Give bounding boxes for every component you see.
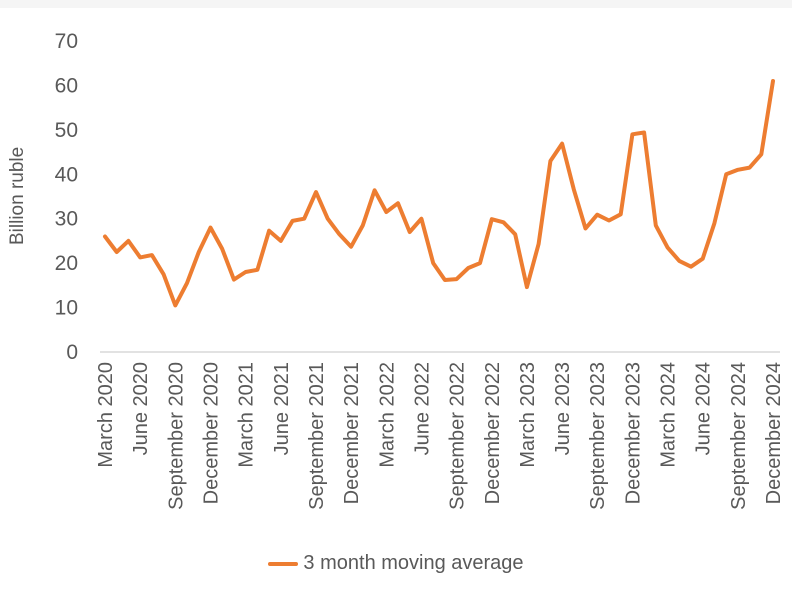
legend-line-swatch	[268, 561, 299, 566]
x-tick-label: December 2020	[200, 362, 222, 504]
y-tick-label: 0	[66, 341, 78, 364]
y-tick-label: 20	[55, 252, 78, 275]
x-tick-label: September 2023	[587, 362, 609, 510]
legend: 3 month moving average	[0, 552, 792, 575]
y-tick-label: 30	[55, 208, 78, 231]
y-tick-label: 40	[55, 163, 78, 186]
x-tick-label: March 2023	[517, 362, 539, 468]
x-tick-label: June 2023	[552, 362, 574, 455]
window-top-strip	[0, 0, 792, 8]
x-tick-label: December 2024	[763, 362, 785, 504]
x-tick-label: June 2021	[271, 362, 293, 455]
x-tick-label: June 2020	[130, 362, 152, 455]
x-tick-label: September 2024	[728, 362, 750, 510]
series-line	[103, 79, 775, 308]
x-tick-label: September 2021	[306, 362, 328, 510]
x-tick-label: December 2022	[482, 362, 504, 504]
x-tick-label: December 2021	[341, 362, 363, 504]
y-tick-label: 70	[55, 30, 78, 53]
x-tick-label: September 2020	[165, 362, 187, 510]
legend-series-label: 3 month moving average	[303, 552, 524, 574]
y-tick-label: 10	[55, 297, 78, 320]
x-tick-label: September 2022	[447, 362, 469, 510]
x-tick-label: March 2020	[95, 362, 117, 468]
x-tick-label: December 2023	[622, 362, 644, 504]
x-tick-label: March 2022	[376, 362, 398, 468]
x-tick-label: June 2022	[411, 362, 433, 455]
x-tick-label: March 2024	[658, 362, 680, 468]
y-tick-label: 50	[55, 119, 78, 142]
x-tick-label: March 2021	[236, 362, 258, 468]
x-tick-label: June 2024	[693, 362, 715, 455]
y-tick-label: 60	[55, 74, 78, 97]
